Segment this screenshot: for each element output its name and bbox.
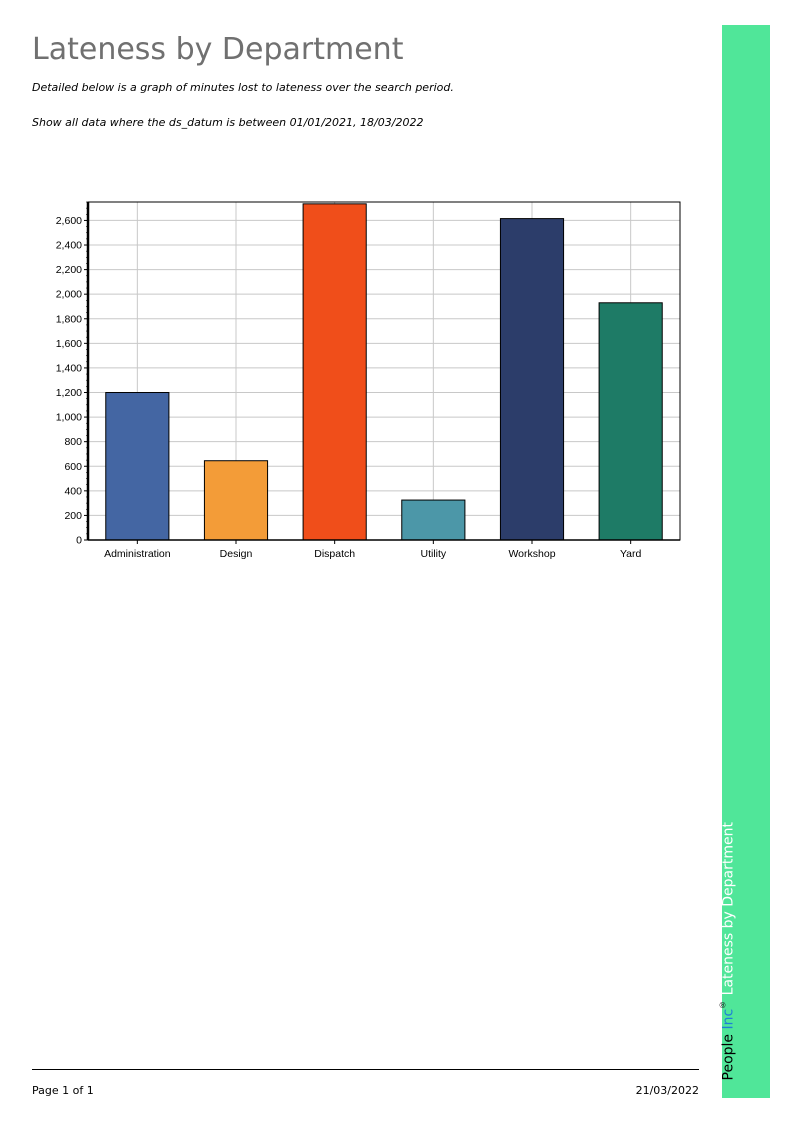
- lateness-bar-chart: 0 200 400 600 800 1,000 1,200 1,400 1,600 1,800 2,…: [56, 201, 681, 560]
- y-tick-label: 2,000: [56, 289, 82, 301]
- bar-administration: [105, 392, 170, 541]
- y-tick-label: 200: [64, 510, 82, 522]
- y-tick-label: 2,600: [56, 215, 82, 227]
- y-tick-label: 600: [64, 461, 82, 473]
- y-tick-label: 1,200: [56, 387, 82, 399]
- y-tick-label: 400: [64, 485, 82, 497]
- y-tick-label: 800: [64, 436, 82, 448]
- report-description: Detailed below is a graph of minutes los…: [32, 81, 454, 94]
- x-tick-label: Dispatch: [314, 548, 355, 560]
- brand-people: People: [720, 1033, 737, 1080]
- brand-registered-mark: ®: [718, 999, 728, 1009]
- y-tick-label: 2,400: [56, 240, 82, 252]
- bar-utility: [401, 499, 466, 541]
- brand-inc: Inc: [720, 1008, 737, 1030]
- x-tick-label: Administration: [104, 548, 171, 560]
- y-tick-label: 2,200: [56, 264, 82, 276]
- y-tick-label: 1,400: [56, 362, 82, 374]
- report-name: Lateness by Department: [720, 821, 737, 995]
- sidebar-banner: Time & Attendance People Inc® Lateness b…: [695, 0, 770, 1098]
- x-tick-label: Yard: [620, 548, 642, 560]
- y-tick-label: 1,000: [56, 412, 82, 424]
- y-tick-label: 1,600: [56, 338, 82, 350]
- brand-caption: People Inc® Lateness by Department: [718, 822, 737, 1080]
- report-date: 21/03/2022: [635, 1084, 699, 1097]
- page-number: Page 1 of 1: [32, 1084, 94, 1097]
- bar-workshop: [499, 218, 565, 541]
- x-tick-label: Design: [220, 548, 253, 560]
- y-tick-label: 1,800: [56, 313, 82, 325]
- x-tick-label: Utility: [420, 548, 446, 560]
- bar-design: [203, 460, 269, 541]
- bar-yard: [598, 302, 663, 541]
- y-tick-label: 0: [76, 535, 82, 547]
- filter-criteria: Show all data where the ds_datum is betw…: [32, 116, 424, 129]
- section-title: Time & Attendance: [695, 0, 729, 53]
- x-tick-label: Workshop: [508, 548, 555, 560]
- report-title: Lateness by Department: [32, 32, 404, 67]
- footer-divider: [32, 1069, 699, 1070]
- plot-area: [88, 202, 680, 540]
- bar-dispatch: [302, 203, 367, 541]
